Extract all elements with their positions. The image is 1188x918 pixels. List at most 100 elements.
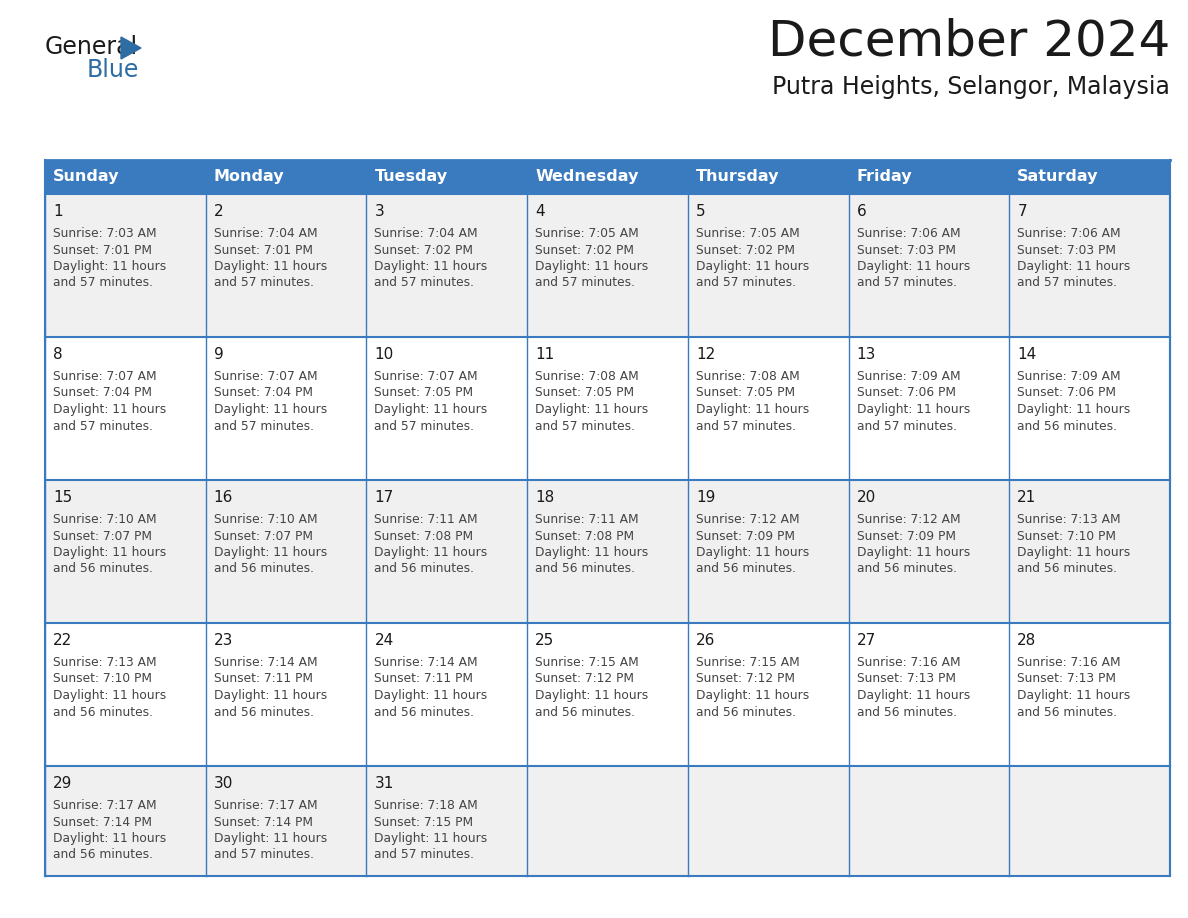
Text: and 57 minutes.: and 57 minutes. [374, 276, 474, 289]
Text: Sunset: 7:04 PM: Sunset: 7:04 PM [214, 386, 312, 399]
Text: Sunrise: 7:09 AM: Sunrise: 7:09 AM [857, 370, 960, 383]
Text: Daylight: 11 hours: Daylight: 11 hours [53, 403, 166, 416]
Text: and 57 minutes.: and 57 minutes. [374, 420, 474, 432]
Text: 11: 11 [535, 347, 555, 362]
Text: Daylight: 11 hours: Daylight: 11 hours [214, 403, 327, 416]
Text: Daylight: 11 hours: Daylight: 11 hours [696, 260, 809, 273]
Bar [45, 480, 1170, 623]
Text: 29: 29 [53, 776, 72, 791]
Text: Sunset: 7:05 PM: Sunset: 7:05 PM [696, 386, 795, 399]
Text: 15: 15 [53, 490, 72, 505]
Text: Sunrise: 7:07 AM: Sunrise: 7:07 AM [214, 370, 317, 383]
Text: 1: 1 [53, 204, 63, 219]
Text: and 57 minutes.: and 57 minutes. [374, 848, 474, 861]
Text: and 57 minutes.: and 57 minutes. [535, 276, 636, 289]
Text: Sunrise: 7:05 AM: Sunrise: 7:05 AM [535, 227, 639, 240]
Text: Daylight: 11 hours: Daylight: 11 hours [374, 403, 488, 416]
Text: Sunrise: 7:08 AM: Sunrise: 7:08 AM [696, 370, 800, 383]
Text: Sunrise: 7:05 AM: Sunrise: 7:05 AM [696, 227, 800, 240]
Text: and 56 minutes.: and 56 minutes. [857, 563, 956, 576]
Text: December 2024: December 2024 [767, 18, 1170, 66]
Text: and 56 minutes.: and 56 minutes. [214, 706, 314, 719]
Text: Sunrise: 7:11 AM: Sunrise: 7:11 AM [374, 513, 478, 526]
Text: Monday: Monday [214, 170, 284, 185]
Text: Thursday: Thursday [696, 170, 779, 185]
Text: Sunset: 7:07 PM: Sunset: 7:07 PM [214, 530, 312, 543]
Text: 30: 30 [214, 776, 233, 791]
Text: Sunset: 7:12 PM: Sunset: 7:12 PM [696, 673, 795, 686]
Text: Sunrise: 7:13 AM: Sunrise: 7:13 AM [1017, 513, 1121, 526]
Text: Sunrise: 7:10 AM: Sunrise: 7:10 AM [214, 513, 317, 526]
Text: 6: 6 [857, 204, 866, 219]
Text: 24: 24 [374, 633, 393, 648]
Text: and 57 minutes.: and 57 minutes. [214, 420, 314, 432]
Text: Putra Heights, Selangor, Malaysia: Putra Heights, Selangor, Malaysia [772, 75, 1170, 99]
Text: Daylight: 11 hours: Daylight: 11 hours [53, 689, 166, 702]
Text: Sunrise: 7:17 AM: Sunrise: 7:17 AM [53, 799, 157, 812]
Text: 19: 19 [696, 490, 715, 505]
Text: General: General [45, 35, 138, 59]
Text: Sunrise: 7:14 AM: Sunrise: 7:14 AM [214, 656, 317, 669]
Text: Sunrise: 7:06 AM: Sunrise: 7:06 AM [857, 227, 960, 240]
Bar [45, 337, 1170, 480]
Text: Daylight: 11 hours: Daylight: 11 hours [374, 832, 488, 845]
Text: and 56 minutes.: and 56 minutes. [535, 706, 636, 719]
Text: 18: 18 [535, 490, 555, 505]
Text: 26: 26 [696, 633, 715, 648]
Text: Daylight: 11 hours: Daylight: 11 hours [374, 260, 488, 273]
Text: 22: 22 [53, 633, 72, 648]
Text: Daylight: 11 hours: Daylight: 11 hours [696, 689, 809, 702]
Text: Sunset: 7:07 PM: Sunset: 7:07 PM [53, 530, 152, 543]
Text: Blue: Blue [87, 58, 139, 82]
Bar [45, 194, 1170, 337]
Text: Sunrise: 7:13 AM: Sunrise: 7:13 AM [53, 656, 157, 669]
Text: 17: 17 [374, 490, 393, 505]
Text: 13: 13 [857, 347, 876, 362]
Text: Sunset: 7:05 PM: Sunset: 7:05 PM [535, 386, 634, 399]
Text: Sunset: 7:11 PM: Sunset: 7:11 PM [374, 673, 474, 686]
Text: Daylight: 11 hours: Daylight: 11 hours [53, 546, 166, 559]
Text: 7: 7 [1017, 204, 1026, 219]
Text: Sunrise: 7:10 AM: Sunrise: 7:10 AM [53, 513, 157, 526]
Text: Daylight: 11 hours: Daylight: 11 hours [374, 689, 488, 702]
Text: Tuesday: Tuesday [374, 170, 448, 185]
Text: and 56 minutes.: and 56 minutes. [1017, 706, 1117, 719]
Text: Daylight: 11 hours: Daylight: 11 hours [535, 546, 649, 559]
Text: and 57 minutes.: and 57 minutes. [857, 276, 956, 289]
Text: Sunset: 7:09 PM: Sunset: 7:09 PM [696, 530, 795, 543]
Text: 31: 31 [374, 776, 393, 791]
Text: 2: 2 [214, 204, 223, 219]
Text: Daylight: 11 hours: Daylight: 11 hours [214, 689, 327, 702]
Text: Sunset: 7:06 PM: Sunset: 7:06 PM [1017, 386, 1117, 399]
Text: and 56 minutes.: and 56 minutes. [535, 563, 636, 576]
Text: Daylight: 11 hours: Daylight: 11 hours [857, 403, 969, 416]
Text: and 57 minutes.: and 57 minutes. [53, 420, 153, 432]
Text: and 57 minutes.: and 57 minutes. [214, 276, 314, 289]
Text: Sunset: 7:11 PM: Sunset: 7:11 PM [214, 673, 312, 686]
Text: Sunset: 7:03 PM: Sunset: 7:03 PM [857, 243, 955, 256]
Text: Sunset: 7:02 PM: Sunset: 7:02 PM [535, 243, 634, 256]
Text: and 56 minutes.: and 56 minutes. [696, 563, 796, 576]
Text: Daylight: 11 hours: Daylight: 11 hours [696, 546, 809, 559]
Text: and 56 minutes.: and 56 minutes. [1017, 563, 1117, 576]
Text: Sunset: 7:01 PM: Sunset: 7:01 PM [53, 243, 152, 256]
Text: Sunset: 7:02 PM: Sunset: 7:02 PM [374, 243, 474, 256]
Text: and 57 minutes.: and 57 minutes. [214, 848, 314, 861]
Text: Sunset: 7:08 PM: Sunset: 7:08 PM [535, 530, 634, 543]
Text: Daylight: 11 hours: Daylight: 11 hours [214, 546, 327, 559]
Text: Sunrise: 7:16 AM: Sunrise: 7:16 AM [1017, 656, 1121, 669]
Text: Sunset: 7:14 PM: Sunset: 7:14 PM [53, 815, 152, 829]
Text: Daylight: 11 hours: Daylight: 11 hours [535, 403, 649, 416]
Text: Sunrise: 7:12 AM: Sunrise: 7:12 AM [857, 513, 960, 526]
Text: Sunset: 7:10 PM: Sunset: 7:10 PM [1017, 530, 1117, 543]
Text: Daylight: 11 hours: Daylight: 11 hours [374, 546, 488, 559]
Text: and 56 minutes.: and 56 minutes. [696, 706, 796, 719]
Text: Sunrise: 7:04 AM: Sunrise: 7:04 AM [374, 227, 478, 240]
Text: Sunrise: 7:08 AM: Sunrise: 7:08 AM [535, 370, 639, 383]
Text: Daylight: 11 hours: Daylight: 11 hours [535, 689, 649, 702]
Text: Sunrise: 7:15 AM: Sunrise: 7:15 AM [535, 656, 639, 669]
Text: Daylight: 11 hours: Daylight: 11 hours [857, 260, 969, 273]
Text: 27: 27 [857, 633, 876, 648]
Text: Daylight: 11 hours: Daylight: 11 hours [53, 832, 166, 845]
Text: and 56 minutes.: and 56 minutes. [53, 848, 153, 861]
